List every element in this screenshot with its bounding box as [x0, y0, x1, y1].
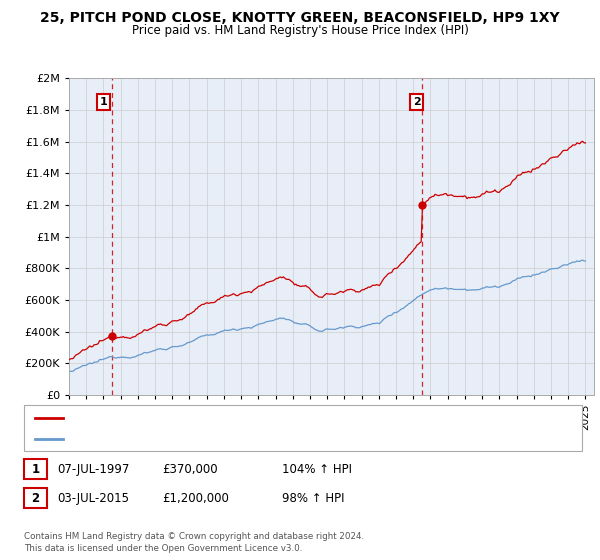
Text: 07-JUL-1997: 07-JUL-1997 [57, 463, 130, 476]
Text: 03-JUL-2015: 03-JUL-2015 [57, 492, 129, 505]
Text: 1: 1 [31, 463, 40, 476]
Text: £1,200,000: £1,200,000 [162, 492, 229, 505]
Text: Contains HM Land Registry data © Crown copyright and database right 2024.
This d: Contains HM Land Registry data © Crown c… [24, 533, 364, 553]
Text: 104% ↑ HPI: 104% ↑ HPI [282, 463, 352, 476]
Text: 1: 1 [100, 97, 107, 107]
Text: Price paid vs. HM Land Registry's House Price Index (HPI): Price paid vs. HM Land Registry's House … [131, 24, 469, 36]
Text: 25, PITCH POND CLOSE, KNOTTY GREEN, BEACONSFIELD, HP9 1XY (detached house): 25, PITCH POND CLOSE, KNOTTY GREEN, BEAC… [69, 413, 490, 423]
Text: £370,000: £370,000 [162, 463, 218, 476]
Text: 98% ↑ HPI: 98% ↑ HPI [282, 492, 344, 505]
Text: 25, PITCH POND CLOSE, KNOTTY GREEN, BEACONSFIELD, HP9 1XY: 25, PITCH POND CLOSE, KNOTTY GREEN, BEAC… [40, 11, 560, 25]
Text: 2: 2 [413, 97, 421, 107]
Text: 2: 2 [31, 492, 40, 505]
Text: HPI: Average price, detached house, Buckinghamshire: HPI: Average price, detached house, Buck… [69, 435, 340, 444]
